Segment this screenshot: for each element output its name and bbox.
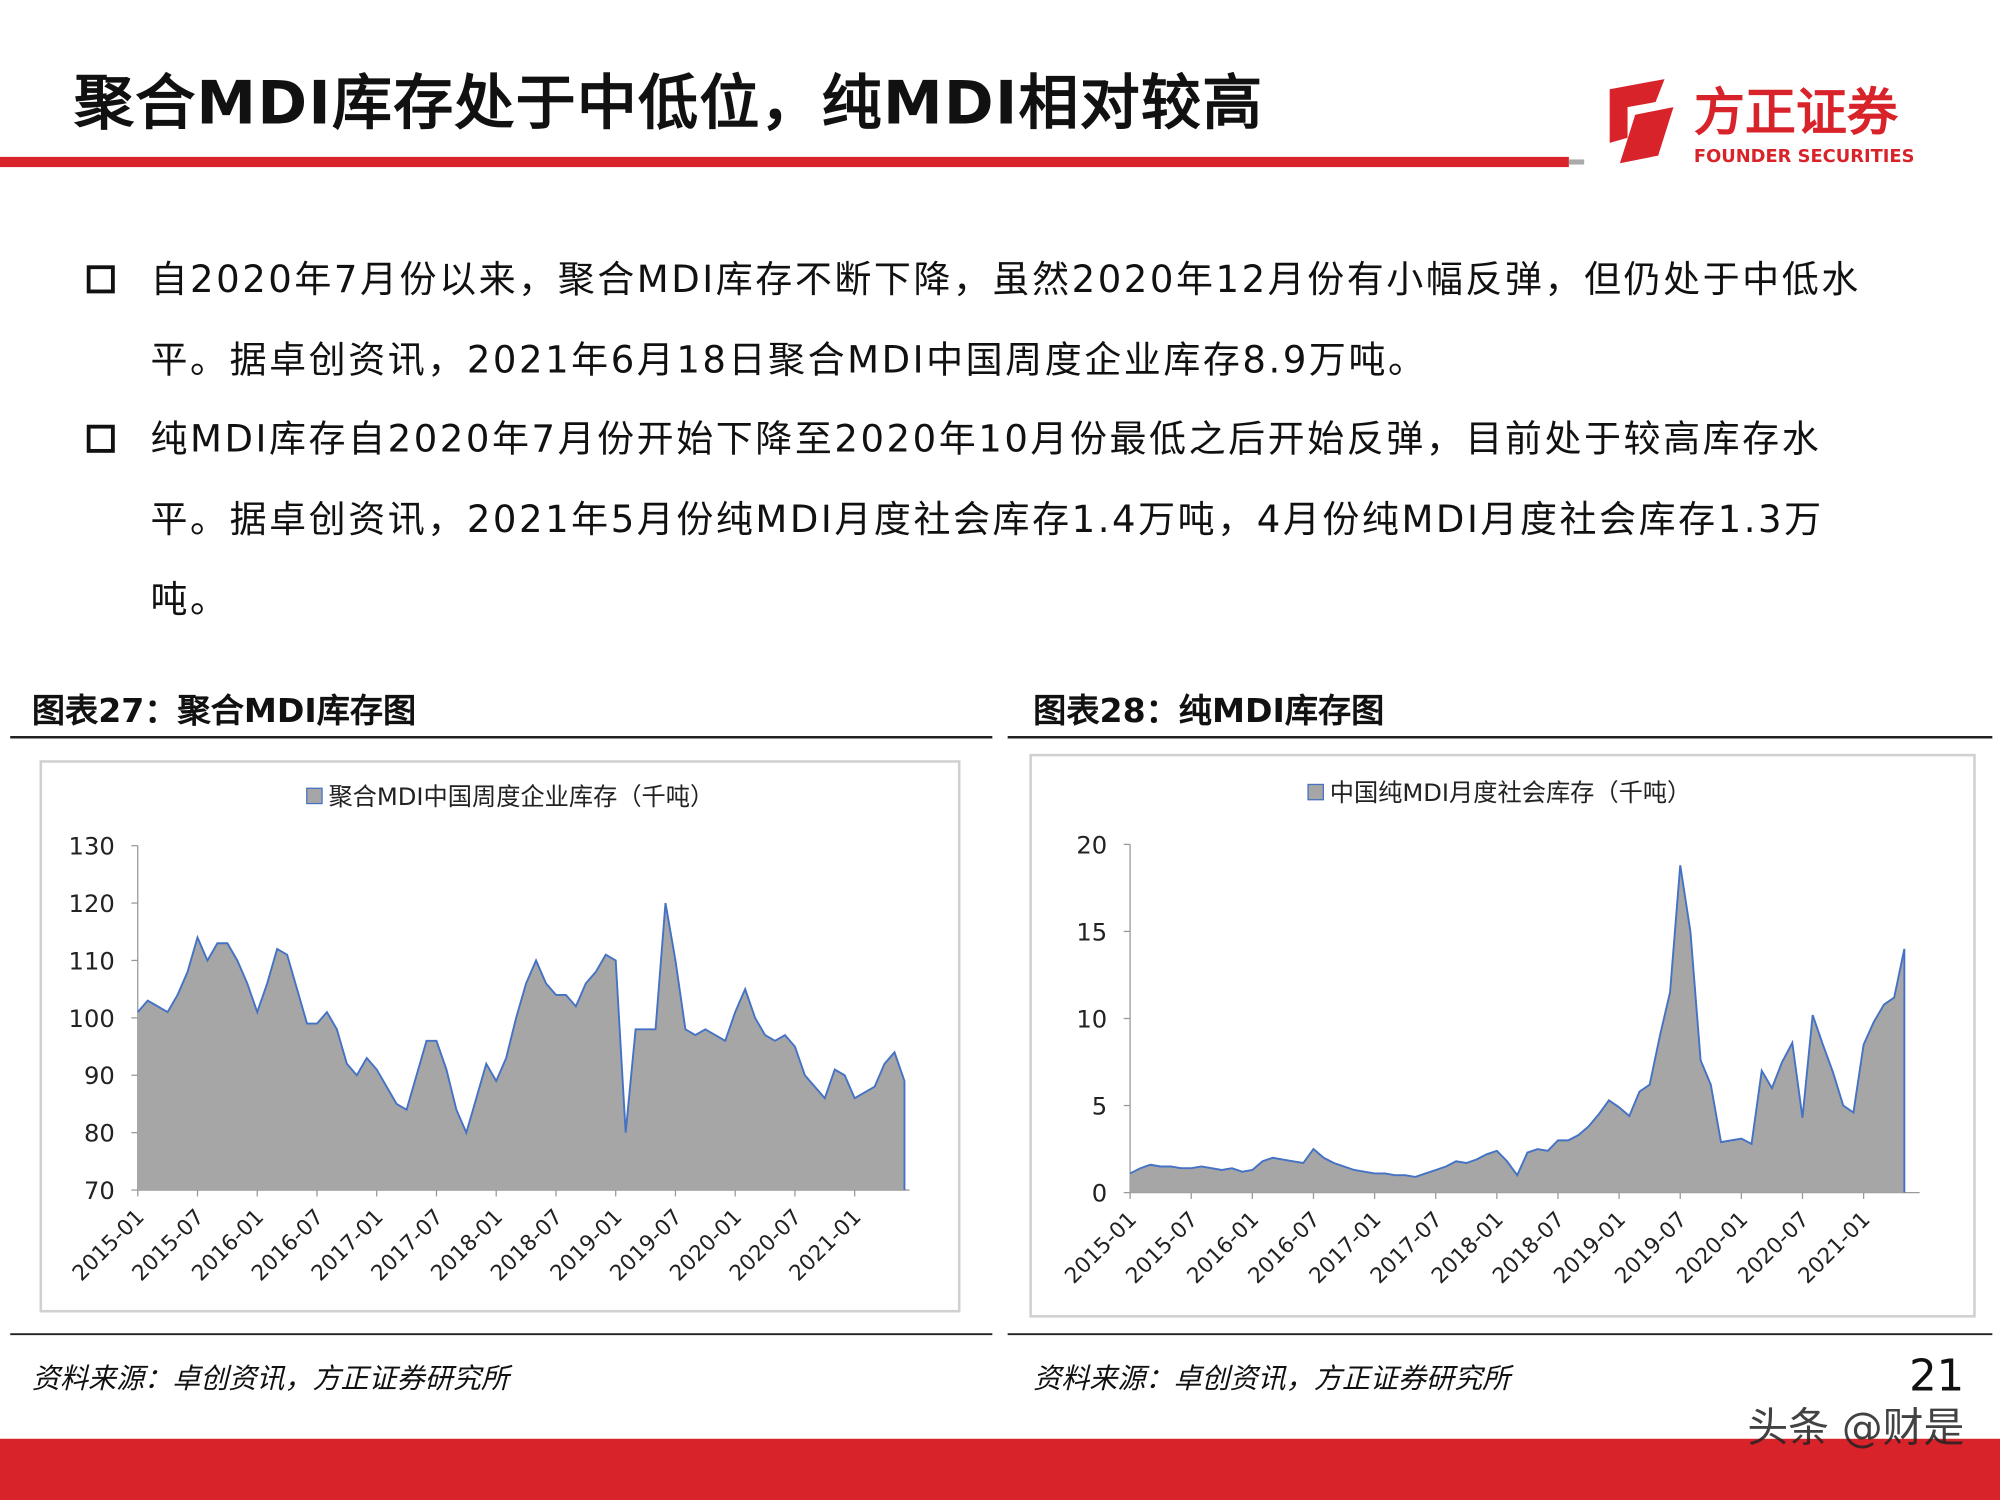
chart-source: 资料来源：卓创资讯，方正证券研究所 [1033,1363,1511,1396]
page-number: 21 [1909,1351,1964,1401]
area [137,903,905,1191]
y-tick-label: 15 [1076,918,1107,946]
legend-label: 聚合MDI中国周度企业库存（千吨） [328,783,714,811]
area [1130,865,1905,1193]
y-tick-label: 110 [69,947,115,975]
y-tick-label: 80 [84,1120,115,1148]
logo-mark [1609,79,1674,164]
header-rule [0,156,1569,168]
y-tick-label: 120 [69,890,115,918]
y-tick-label: 20 [1076,831,1107,859]
bullet-text: 纯MDI库存自2020年7月份开始下降至2020年10月份最低之后开始反弹，目前… [150,417,1824,622]
chart-caption: 图表27：聚合MDI库存图 [31,692,417,731]
slide-title: 聚合MDI库存处于中低位，纯MDI相对较高 [73,68,1264,140]
header-decor: 方正证券 FOUNDER SECURITIES [0,79,1915,168]
y-tick-label: 90 [84,1062,115,1090]
area-edge [137,902,906,1191]
chart-source: 资料来源：卓创资讯，方正证券研究所 [31,1363,509,1396]
y-tick-label: 70 [84,1177,115,1205]
footer-bar [0,1438,2000,1500]
logo-cn: 方正证券 [1694,84,1899,143]
y-tick-label: 0 [1092,1180,1107,1208]
y-tick-label: 100 [69,1005,115,1033]
y-tick-label: 5 [1092,1092,1107,1120]
legend-label: 中国纯MDI月度社会库存（千吨） [1330,779,1692,807]
bullet-box [86,424,115,453]
y-tick-label: 10 [1076,1005,1107,1033]
logo-en: FOUNDER SECURITIES [1694,146,1915,167]
watermark: 头条 @财是 [1747,1403,1964,1451]
header-rule-end [1568,159,1585,165]
bullet-text: 自2020年7月份以来，聚合MDI库存不断下降，虽然2020年12月份有小幅反弹… [150,257,1861,382]
area-edge [1129,865,1906,1193]
chart-caption: 图表28：纯MDI库存图 [1033,692,1385,731]
bullet-box [86,265,115,294]
legend-swatch [306,787,323,805]
legend-swatch [1307,783,1324,801]
y-tick-label: 130 [69,833,115,861]
